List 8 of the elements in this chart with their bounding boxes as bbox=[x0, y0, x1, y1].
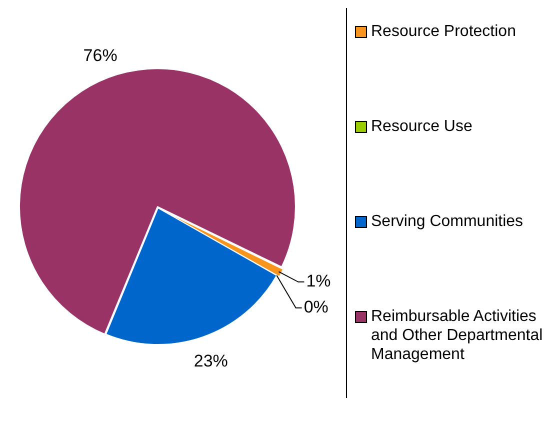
text: 0% bbox=[304, 298, 328, 317]
legend-label: Serving Communities bbox=[371, 212, 524, 231]
data-label: 23% bbox=[194, 351, 228, 370]
data-label: 76% bbox=[83, 46, 118, 65]
legend-label: Resource Protection bbox=[371, 22, 516, 41]
legend-label: Resource Use bbox=[371, 117, 472, 136]
legend-label: Reimbursable Activities and Other Departmental Management bbox=[371, 307, 544, 364]
data-label: 1% bbox=[306, 272, 331, 291]
